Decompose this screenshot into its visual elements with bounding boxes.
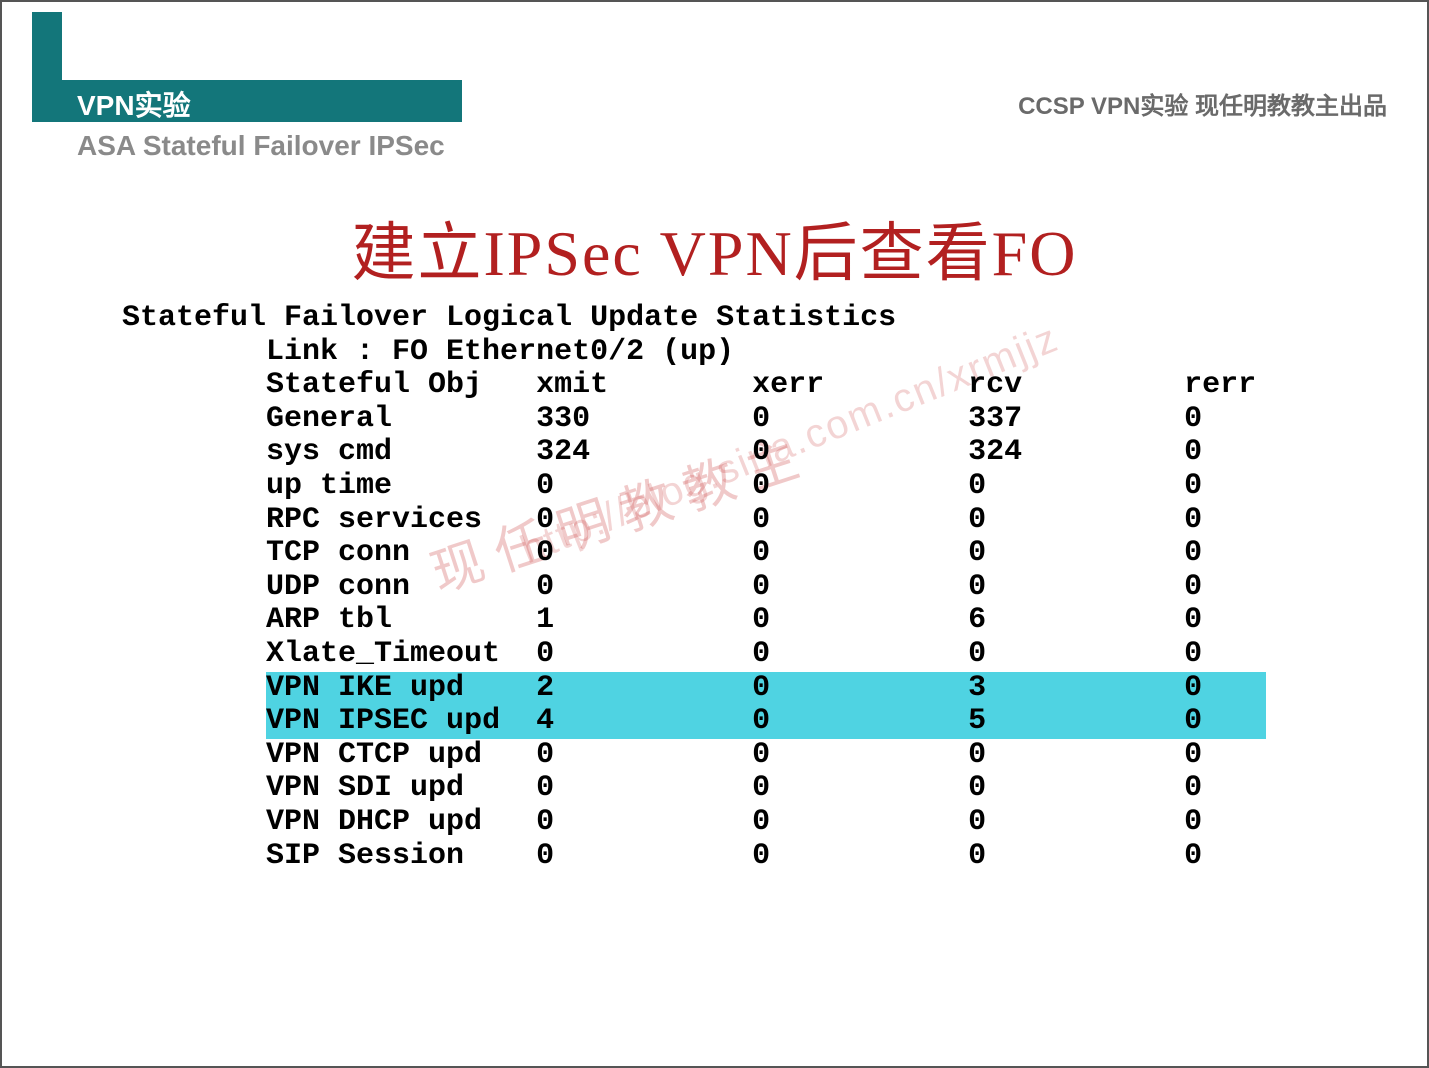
header-right-title: CCSP VPN实验 现任明教教主出品 bbox=[1018, 86, 1387, 121]
main-title: 建立IPSec VPN后查看FO bbox=[2, 202, 1427, 294]
table-row: SIP Session 0 0 0 0 bbox=[122, 840, 1266, 874]
terminal-title: Stateful Failover Logical Update Statist… bbox=[122, 302, 1266, 336]
table-row: ARP tbl 1 0 6 0 bbox=[122, 604, 1266, 638]
table-row: UDP conn 0 0 0 0 bbox=[122, 571, 1266, 605]
table-row: Xlate_Timeout 0 0 0 0 bbox=[122, 638, 1266, 672]
header-left-title: VPN实验 bbox=[77, 84, 191, 124]
table-row: sys cmd 324 0 324 0 bbox=[122, 436, 1266, 470]
table-row: VPN IKE upd 2 0 3 0 bbox=[122, 672, 1266, 706]
table-row: RPC services 0 0 0 0 bbox=[122, 504, 1266, 538]
table-row: General 330 0 337 0 bbox=[122, 403, 1266, 437]
table-header: Stateful Obj xmit xerr rcv rerr bbox=[122, 369, 1266, 403]
table-row: TCP conn 0 0 0 0 bbox=[122, 537, 1266, 571]
table-row: VPN DHCP upd 0 0 0 0 bbox=[122, 806, 1266, 840]
accent-bar bbox=[32, 12, 62, 122]
table-row: VPN IPSEC upd 4 0 5 0 bbox=[122, 705, 1266, 739]
table-row: VPN SDI upd 0 0 0 0 bbox=[122, 772, 1266, 806]
table-row: VPN CTCP upd 0 0 0 0 bbox=[122, 739, 1266, 773]
terminal-link-line: Link : FO Ethernet0/2 (up) bbox=[122, 336, 1266, 370]
subtitle: ASA Stateful Failover IPSec bbox=[77, 130, 445, 162]
table-row: up time 0 0 0 0 bbox=[122, 470, 1266, 504]
terminal-output: Stateful Failover Logical Update Statist… bbox=[122, 302, 1266, 873]
